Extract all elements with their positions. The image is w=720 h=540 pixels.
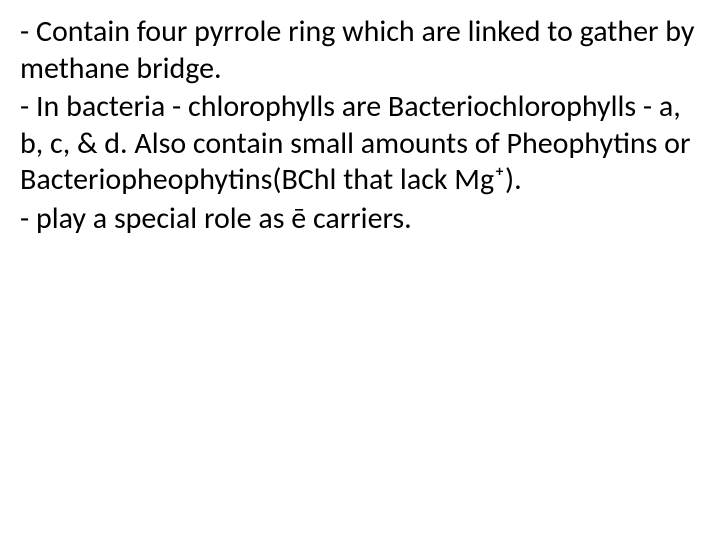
bullet-3: - play a special role as ē carriers. bbox=[20, 201, 710, 238]
bullet-2: - In bacteria - chlorophylls are Bacteri… bbox=[20, 89, 710, 199]
slide-body: - Contain four pyrrole ring which are li… bbox=[0, 0, 720, 540]
bullet-1: - Contain four pyrrole ring which are li… bbox=[20, 14, 710, 87]
